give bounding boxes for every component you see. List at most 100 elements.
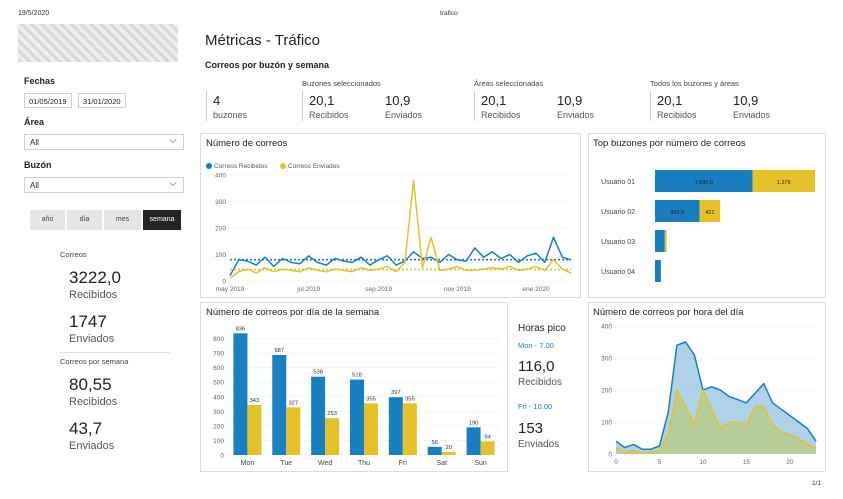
peak-first-value: 116,0 (518, 358, 555, 375)
data-label: 687 (274, 348, 284, 354)
top-buzones-bar-chart: Usuario 01 1.990,0 1.276 Usuario 02 909,0 421… (601, 170, 815, 282)
sent-series-line (229, 179, 572, 279)
y-tick-label: 300 (215, 199, 226, 206)
weekly-chart-title: Número de correos (206, 138, 288, 149)
y-tick-label: 0 (608, 452, 612, 459)
bar-enviados (752, 170, 815, 192)
totals-enviados-value: 1747 (69, 312, 107, 331)
y-tick-label: 100 (215, 252, 226, 259)
category-label: Usuario 04 (601, 269, 635, 276)
logo-placeholder (18, 24, 178, 62)
bar-enviados (664, 230, 667, 252)
group-areas-enviados-label: Enviados (557, 110, 595, 120)
summary-divider (206, 91, 207, 121)
x-tick-label: ene 2020 (522, 286, 549, 293)
bar-enviados (402, 403, 417, 455)
group-buzones-enviados-label: Enviados (385, 110, 423, 120)
buzon-select[interactable]: All (24, 177, 184, 193)
x-tick-label: Sun (474, 460, 487, 467)
bar-recibidos (388, 397, 403, 455)
data-label: 518 (352, 373, 362, 379)
totals-recibidos-value: 3222,0 (69, 268, 121, 287)
legend-received-dot (206, 163, 212, 170)
bar-recibidos (655, 170, 753, 192)
hourly-chart-panel (588, 302, 826, 472)
legend-sent-label: Correos Enviados (287, 163, 340, 170)
peak-second-label: Enviados (518, 439, 560, 450)
bar-recibidos (233, 333, 248, 455)
totals-semana-enviados-label: Enviados (69, 440, 115, 452)
bar-recibidos (272, 355, 287, 455)
area-select[interactable]: All (24, 134, 184, 150)
category-label: Usuario 03 (601, 239, 635, 246)
report-name: trafico (440, 10, 458, 17)
group-title-buzones: Buzones seleccionados (302, 79, 381, 88)
legend-sent: Correos Enviados (279, 163, 340, 170)
weekly-line-chart: 0 100 200 300 400 may 2019 jul 2019 sep 2019 nov… (215, 173, 572, 293)
granularity-week-button[interactable]: semana (143, 210, 181, 230)
y-tick-label: 200 (601, 388, 612, 395)
totals-correos-label: Correos (60, 250, 87, 259)
group-title-areas: Áreas seleccionadas (474, 79, 544, 88)
y-tick-label: 300 (601, 356, 612, 363)
x-tick-label: 5 (658, 459, 662, 466)
group-areas-recibidos-value: 20,1 (481, 93, 507, 108)
report-date: 19/5/2020 (18, 10, 50, 17)
totals-divider (60, 352, 170, 353)
y-tick-label: 800 (213, 336, 224, 343)
group-areas-recibidos-label: Recibidos (481, 110, 521, 120)
group-buzones-recibidos-label: Recibidos (309, 110, 349, 120)
y-tick-label: 200 (213, 423, 224, 430)
date-to-input[interactable]: 31/01/2020 (78, 93, 126, 108)
sent-area (616, 390, 816, 454)
x-tick-label: Fri (399, 460, 408, 467)
totals-recibidos-label: Recibidos (69, 289, 118, 301)
peak-title: Horas pico (518, 323, 566, 334)
weekly-chart-panel (200, 133, 581, 298)
data-label: 253 (327, 411, 337, 417)
summary-section-title: Correos por buzón y semana (205, 60, 330, 70)
bar-recibidos (655, 230, 665, 252)
x-tick-label: sep 2019 (365, 286, 392, 293)
summary-divider (650, 91, 651, 121)
category-label: Usuario 01 (601, 179, 635, 186)
totals-enviados-label: Enviados (69, 333, 115, 345)
category-label: Usuario 02 (601, 209, 635, 216)
fechas-label: Fechas (24, 76, 56, 86)
y-tick-label: 200 (215, 226, 226, 233)
data-label: 94 (484, 434, 491, 440)
summary-divider (302, 91, 303, 121)
buzones-count: 4 (213, 93, 221, 108)
data-label: 355 (366, 396, 376, 402)
data-label: 397 (391, 390, 401, 396)
peak-second-value: 153 (518, 420, 544, 437)
y-tick-label: 400 (601, 324, 612, 331)
bar-enviados (364, 403, 378, 455)
y-tick-label: 400 (215, 173, 226, 180)
x-tick-label: Mon (241, 460, 255, 467)
legend-sent-dot (279, 163, 286, 170)
peak-first-slot: Mon - 7.00 (518, 341, 554, 350)
bar-enviados (286, 407, 301, 455)
granularity-day-button[interactable]: día (67, 210, 102, 230)
group-areas-enviados-value: 10,9 (557, 93, 583, 108)
buzon-select-value: All (30, 181, 39, 190)
y-tick-label: 0 (222, 279, 226, 286)
chevron-down-icon (169, 182, 177, 187)
data-label: 1.990,0 (695, 180, 713, 186)
page-number: 1/1 (812, 480, 822, 487)
summary-divider (474, 91, 475, 121)
data-label: 355 (405, 396, 415, 402)
granularity-year-button[interactable]: año (30, 210, 65, 230)
y-tick-label: 400 (213, 394, 224, 401)
x-tick-label: jul 2019 (296, 286, 320, 293)
group-title-todos: Todos los buzones y áreas (650, 79, 739, 88)
data-label: 20 (445, 445, 451, 451)
bar-recibidos (427, 446, 442, 455)
y-tick-label: 600 (213, 365, 224, 372)
x-tick-label: 20 (786, 459, 794, 466)
date-from-input[interactable]: 01/05/2019 (24, 93, 72, 108)
granularity-month-button[interactable]: mes (104, 210, 141, 230)
top-buzones-title: Top buzones por número de correos (593, 138, 746, 149)
peak-second-slot: Fri - 10.00 (518, 402, 553, 411)
